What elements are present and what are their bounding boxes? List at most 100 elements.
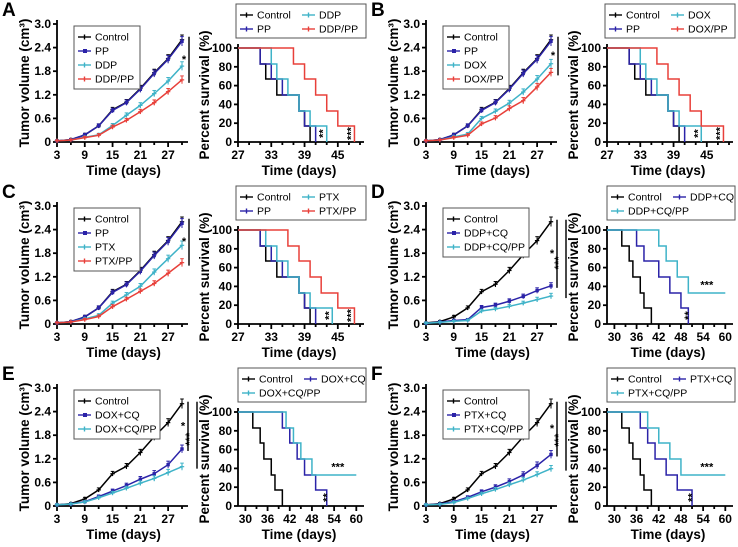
- tumor-volume-chart-f: 0 0.6 1.2 1.8 2.4 3.0 3 9 15 21 27 Time (days) Tumor…: [385, 366, 567, 546]
- y-tick-label: 100: [212, 41, 232, 55]
- y-tick-label: 40: [219, 279, 233, 293]
- volume-series-line: [56, 222, 183, 324]
- panel-letter-d: D: [371, 182, 385, 203]
- y-tick-label: 80: [219, 242, 233, 256]
- y-tick-label: 60: [588, 79, 602, 93]
- x-tick-label: 54: [696, 512, 710, 526]
- y-tick-label: 2.4: [34, 41, 51, 55]
- legend-label: PP: [95, 228, 109, 240]
- y-tick-label: 0: [225, 499, 232, 513]
- y-tick-label: 0.6: [34, 475, 51, 489]
- legend-label: DOX/PP: [464, 74, 504, 86]
- y-tick-label: 0: [44, 499, 51, 513]
- volume-series-line: [425, 40, 552, 142]
- tumor-volume-chart-b: 0 0.6 1.2 1.8 2.4 3.0 3 9 15 21 27 Time (days) Tumor…: [385, 2, 563, 182]
- x-tick-label: 27: [530, 512, 544, 526]
- data-point-marker: [479, 305, 484, 310]
- y-tick-label: 80: [219, 60, 233, 74]
- volume-series-line: [425, 467, 552, 506]
- y-tick-label: 2.4: [403, 405, 420, 419]
- y-tick-label: 20: [588, 480, 602, 494]
- survival-legend-box: [606, 185, 736, 221]
- x-axis-label: Time (days): [262, 163, 337, 178]
- volume-series-line: [425, 295, 552, 324]
- legend-label: DDP/PP: [319, 24, 358, 36]
- significance-label: *: [550, 248, 555, 260]
- data-point-marker: [166, 57, 170, 62]
- y-axis-label: Tumor volume (cm³): [386, 383, 401, 512]
- data-point-marker: [166, 239, 170, 244]
- x-tick-label: 30: [239, 512, 253, 526]
- legend-label: Control: [626, 10, 660, 22]
- y-tick-label: 20: [588, 116, 602, 130]
- survival-legend-box: [235, 185, 367, 221]
- x-tick-label: 27: [161, 512, 175, 526]
- data-point-marker: [521, 294, 525, 299]
- survival-step-curve: [607, 47, 725, 142]
- significance-annotation: ***: [345, 308, 357, 322]
- x-tick-label: 21: [134, 148, 148, 162]
- y-tick-label: 0: [413, 135, 420, 149]
- x-tick-label: 39: [667, 148, 681, 162]
- x-tick-label: 3: [423, 148, 430, 162]
- x-tick-label: 27: [231, 148, 245, 162]
- legend-label: Control: [628, 192, 662, 204]
- survival-step-curve: [607, 411, 693, 506]
- x-axis-label: Time (days): [86, 527, 161, 542]
- legend-label: DOX+CQ/PP: [259, 388, 321, 400]
- x-tick-label: 15: [106, 512, 120, 526]
- survival-plot-area: 0 20 40 60 80 100 30 36 42 48 54 60 Time (days) Perce…: [566, 185, 736, 360]
- y-tick-label: 100: [581, 405, 601, 419]
- data-point-marker: [152, 253, 156, 258]
- x-tick-label: 60: [350, 512, 364, 526]
- legend-label: DDP+CQ: [464, 228, 508, 240]
- legend-label: Control: [628, 374, 662, 386]
- x-tick-label: 21: [503, 512, 517, 526]
- y-axis-label: Percent survival (%): [566, 30, 581, 159]
- x-axis-label: Time (days): [455, 163, 530, 178]
- y-tick-label: 1.2: [34, 88, 51, 102]
- y-tick-label: 0: [225, 135, 232, 149]
- x-tick-label: 60: [719, 330, 733, 344]
- x-tick-label: 27: [530, 330, 544, 344]
- legend-marker: [83, 413, 87, 417]
- y-tick-label: 3.0: [403, 381, 420, 395]
- x-tick-label: 45: [331, 148, 345, 162]
- panel-letter-a: A: [2, 0, 16, 21]
- data-point-marker: [110, 290, 115, 295]
- significance-label: ***: [553, 256, 565, 270]
- legend-label: DOX+CQ/PP: [95, 424, 157, 436]
- y-tick-label: 1.8: [34, 246, 51, 260]
- y-tick-label: 0: [594, 317, 601, 331]
- volume-series-line: [56, 465, 183, 506]
- y-tick-label: 0.6: [403, 293, 420, 307]
- significance-annotation: ***: [700, 279, 714, 291]
- y-tick-label: 80: [219, 424, 233, 438]
- panel-letter-f: F: [371, 364, 383, 385]
- panel-letter-c: C: [2, 182, 16, 203]
- survival-step-curve: [238, 411, 357, 476]
- legend-label: PP: [257, 24, 271, 36]
- x-tick-label: 9: [450, 512, 457, 526]
- y-axis-label: Percent survival (%): [197, 394, 212, 523]
- y-tick-label: 0.6: [34, 111, 51, 125]
- survival-legend-box: [237, 367, 367, 403]
- y-tick-label: 100: [212, 405, 232, 419]
- survival-plot-area: 0 20 40 60 80 100 30 36 42 48 54 60 Time (days) Perce…: [197, 367, 367, 542]
- y-tick-label: 2.4: [34, 405, 51, 419]
- y-tick-label: 40: [588, 97, 602, 111]
- legend-label: DOX+CQ: [321, 374, 366, 386]
- x-tick-label: 33: [265, 330, 279, 344]
- volume-series-line: [56, 448, 183, 506]
- volume-series-line: [425, 221, 552, 324]
- x-tick-label: 9: [450, 330, 457, 344]
- x-tick-label: 9: [81, 330, 88, 344]
- survival-chart-b: 0 20 40 60 80 100 27 33 39 45 Time (days) Percent s…: [561, 2, 738, 182]
- legend-label: Control: [95, 32, 129, 44]
- x-tick-label: 48: [305, 512, 319, 526]
